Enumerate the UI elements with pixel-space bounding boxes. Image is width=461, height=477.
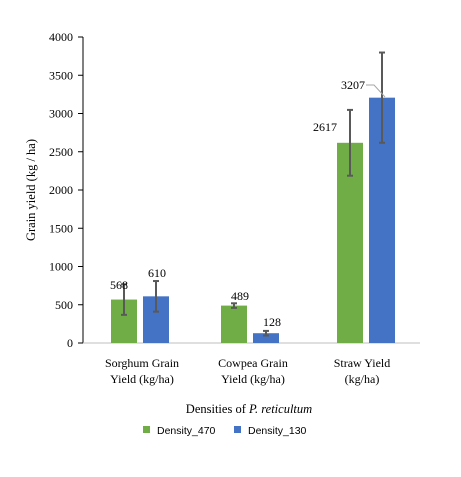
legend-item: Density_130	[234, 425, 307, 437]
category-labels-group: Sorghum Grain Yield (kg/ha) Cowpea Grain Yi…	[105, 356, 390, 386]
category-label: Yield (kg/ha)	[221, 372, 285, 386]
error-bar	[231, 302, 237, 309]
legend-label: Density_470	[157, 425, 216, 437]
category-label: Sorghum Grain	[105, 356, 179, 370]
error-bar	[153, 280, 159, 313]
category-label: Cowpea Grain	[218, 356, 288, 370]
x-axis-title-prefix: Densities of	[186, 402, 249, 416]
data-labels-group: 568 610 489 128 2617 3207	[110, 78, 386, 329]
category-label: Yield (kg/ha)	[110, 372, 174, 386]
y-axis-ticks: 0 500 1000 1500 2000 2500 3000 3500 4000	[49, 30, 83, 350]
data-label: 610	[148, 266, 166, 280]
data-label: 128	[263, 315, 281, 329]
y-tick-label: 0	[67, 336, 73, 350]
x-axis-title: Densities of P. reticultum	[186, 402, 312, 416]
y-tick-label: 2500	[49, 145, 73, 159]
data-label: 3207	[341, 78, 365, 92]
legend: Density_470 Density_130	[143, 425, 307, 437]
y-tick-label: 1000	[49, 260, 73, 274]
data-label: 568	[110, 278, 128, 292]
bars-group	[111, 97, 395, 344]
legend-label: Density_130	[248, 425, 307, 437]
data-label-leader-line	[366, 84, 386, 98]
legend-swatch	[234, 426, 241, 433]
y-tick-label: 3000	[49, 107, 73, 121]
y-axis-title: Grain yield (kg / ha)	[24, 139, 38, 241]
error-bar	[347, 108, 353, 177]
y-tick-label: 2000	[49, 183, 73, 197]
y-tick-label: 4000	[49, 30, 73, 44]
legend-swatch	[143, 426, 150, 433]
error-bar	[379, 51, 385, 144]
error-bar	[263, 329, 269, 337]
x-axis-title-species: P. reticultum	[248, 402, 312, 416]
y-tick-label: 500	[55, 298, 73, 312]
y-tick-label: 3500	[49, 68, 73, 82]
legend-item: Density_470	[143, 425, 216, 437]
bar-density-130	[253, 333, 279, 343]
y-tick-label: 1500	[49, 221, 73, 235]
category-label: Straw Yield	[334, 356, 391, 370]
category-label: (kg/ha)	[345, 372, 380, 386]
bar-density-470	[221, 305, 247, 343]
data-label: 2617	[313, 120, 337, 134]
error-bars-group	[121, 51, 385, 337]
data-label: 489	[231, 289, 249, 303]
error-bar	[121, 283, 127, 316]
